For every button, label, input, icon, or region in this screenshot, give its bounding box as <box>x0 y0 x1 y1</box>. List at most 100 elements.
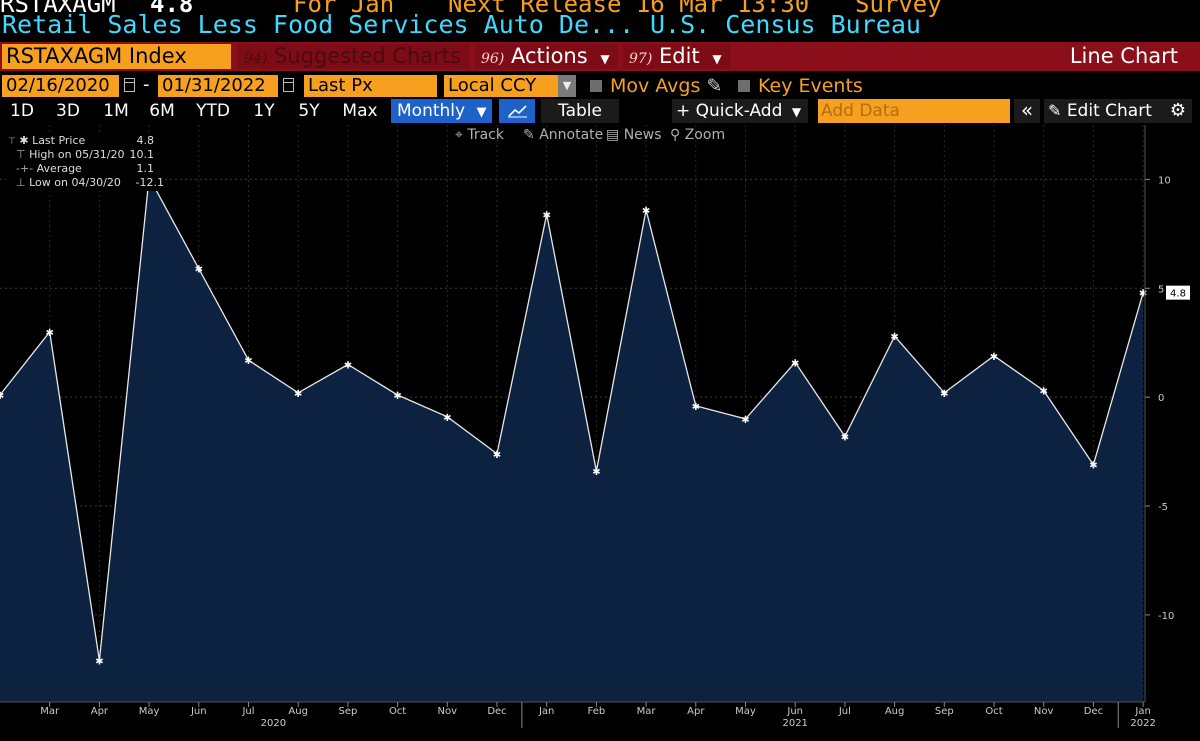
data-point-13: ✱ <box>642 206 650 217</box>
line-chart-button[interactable] <box>499 99 535 123</box>
x-tick-label: May <box>735 706 756 717</box>
year-label: 2022 <box>1130 718 1155 729</box>
chevron-down-icon: ▼ <box>476 105 487 120</box>
actions-menu-button[interactable]: 96) Actions ▼ <box>475 44 618 69</box>
line-chart-icon <box>508 105 527 118</box>
add-data-input[interactable]: Add Data <box>818 99 1010 123</box>
ticker-field[interactable]: RSTAXAGM Index <box>2 44 231 69</box>
quick-add-button[interactable]: + Quick-Add ▼ <box>672 99 808 123</box>
data-point-12: ✱ <box>592 467 600 478</box>
key-events-checkbox[interactable] <box>738 80 750 92</box>
data-point-15: ✱ <box>741 415 749 426</box>
range-1m[interactable]: 1M <box>103 101 129 121</box>
table-button[interactable]: Table <box>541 99 619 123</box>
average-marker-icon: -+- <box>16 162 34 175</box>
range-buttons: 1D 3D 1M 6M YTD 1Y 5Y Max <box>0 100 390 122</box>
news-tool[interactable]: ▤ News <box>606 127 662 143</box>
last-value-text: 4.8 <box>1170 289 1186 300</box>
suggested-charts-button[interactable]: 94) Suggested Charts <box>238 44 470 69</box>
annotate-tool[interactable]: ✎ Annotate <box>523 127 604 143</box>
x-tick-label: Oct <box>985 706 1002 717</box>
actions-label: Actions <box>510 44 588 68</box>
asterisk-icon: ✱ <box>19 134 29 147</box>
range-1y[interactable]: 1Y <box>253 101 275 121</box>
year-label: 2021 <box>782 718 807 729</box>
range-3d[interactable]: 3D <box>56 101 80 121</box>
x-tick-label: Dec <box>487 706 506 717</box>
top-ticker: RSTAXAGM <box>0 0 116 18</box>
range-max[interactable]: Max <box>342 101 378 121</box>
data-point-22: ✱ <box>1089 461 1097 472</box>
data-point-2: ✱ <box>95 657 103 668</box>
calendar-icon[interactable] <box>283 78 294 92</box>
edit-chart-button[interactable]: ✎ Edit Chart <box>1044 99 1166 123</box>
currency-select[interactable]: Local CCY <box>444 75 558 97</box>
data-point-14: ✱ <box>692 402 700 413</box>
legend-high: ⊤ High on 05/31/20 10.1 <box>16 148 154 161</box>
x-tick-label: Mar <box>40 706 60 717</box>
range-1d[interactable]: 1D <box>10 101 34 121</box>
x-tick-label: Dec <box>1084 706 1103 717</box>
data-point-0: ✱ <box>0 391 4 402</box>
mov-avgs-checkbox[interactable] <box>590 80 602 92</box>
chart-type-label[interactable]: Line Chart <box>1069 44 1178 68</box>
edit-number: 97) <box>629 51 653 67</box>
legend-low: ⊥ Low on 04/30/20 -12.1 <box>16 176 164 189</box>
legend-bracket-icon: ⊤ <box>8 137 16 147</box>
chevron-down-icon[interactable]: ▼ <box>558 75 576 97</box>
x-tick-label: May <box>139 706 160 717</box>
actions-number: 96) <box>481 51 505 67</box>
data-point-9: ✱ <box>443 413 451 424</box>
x-axis: Mar Apr May Jun Jul Aug Sep Oct Nov Dec Jan Feb Mar A… <box>40 702 1156 729</box>
range-5y[interactable]: 5Y <box>298 101 320 121</box>
line-chart: ✱ ✱ ✱ ✱ ✱ ✱ ✱ ✱ ✱ ✱ ✱ ✱ ✱ ✱ ✱ ✱ ✱ ✱ ✱ ✱ ✱ ✱ ✱ ✱ 10 5 0 -5 -10 Mar Ap… <box>0 125 1200 741</box>
edit-label: Edit <box>658 44 700 68</box>
gear-icon[interactable]: ⚙ <box>1164 99 1192 123</box>
x-tick-label: Jul <box>241 706 254 717</box>
high-marker-icon: ⊤ <box>16 148 26 161</box>
range-ytd[interactable]: YTD <box>196 101 230 121</box>
y-axis: 10 5 0 -5 -10 <box>1145 175 1174 622</box>
pencil-icon[interactable]: ✎ <box>706 75 723 97</box>
series-title: Retail Sales Less Food Services Auto De.… <box>2 10 635 39</box>
x-tick-label: Jul <box>838 706 851 717</box>
x-tick-label: Jun <box>786 706 803 717</box>
x-tick-label: Aug <box>885 706 905 717</box>
x-tick-label: Aug <box>288 706 308 717</box>
end-date-field[interactable]: 01/31/2022 <box>158 75 278 97</box>
x-tick-label: Oct <box>389 706 406 717</box>
chevron-down-icon: ▼ <box>712 52 722 66</box>
x-tick-label: Jan <box>1134 706 1150 717</box>
data-point-8: ✱ <box>393 391 401 402</box>
edit-menu-button[interactable]: 97) Edit ▼ <box>623 44 730 69</box>
legend-average: -+- Average 1.1 <box>16 162 154 175</box>
zoom-tool[interactable]: ⚲ Zoom <box>670 127 726 143</box>
frequency-select[interactable]: Monthly ▼ <box>391 99 492 123</box>
x-tick-label: Nov <box>1034 706 1054 717</box>
data-point-18: ✱ <box>890 332 898 343</box>
calendar-icon[interactable] <box>124 78 135 92</box>
top-survey: Survey <box>855 0 942 18</box>
data-point-7: ✱ <box>344 361 352 372</box>
news-icon: ▤ <box>606 127 620 143</box>
data-point-19: ✱ <box>940 389 948 400</box>
y-tick-label: -5 <box>1158 502 1168 513</box>
x-tick-label: Apr <box>687 706 705 717</box>
crosshair-icon: ⌖ <box>455 127 463 143</box>
date-range-dash: - <box>143 74 150 95</box>
top-status-line: RSTAXAGM 4.8 For Jan Next Release 16 Mar… <box>0 0 1200 18</box>
year-label: 2020 <box>261 718 286 729</box>
track-tool[interactable]: ⌖ Track <box>455 127 504 143</box>
top-period: For Jan <box>293 0 395 18</box>
price-field-select[interactable]: Last Px <box>304 75 437 97</box>
x-tick-label: Jan <box>538 706 554 717</box>
collapse-icon[interactable]: « <box>1014 99 1040 123</box>
start-date-field[interactable]: 02/16/2020 <box>2 75 119 97</box>
range-6m[interactable]: 6M <box>149 101 175 121</box>
data-point-16: ✱ <box>791 358 799 369</box>
data-points: ✱✱✱✱✱✱✱✱✱✱✱✱✱✱✱✱✱✱✱✱✱✱✱✱ <box>0 173 1147 667</box>
data-point-21: ✱ <box>1040 387 1048 398</box>
pencil-icon: ✎ <box>1048 101 1062 120</box>
data-source: U.S. Census Bureau <box>650 10 921 39</box>
data-point-4: ✱ <box>195 265 203 276</box>
